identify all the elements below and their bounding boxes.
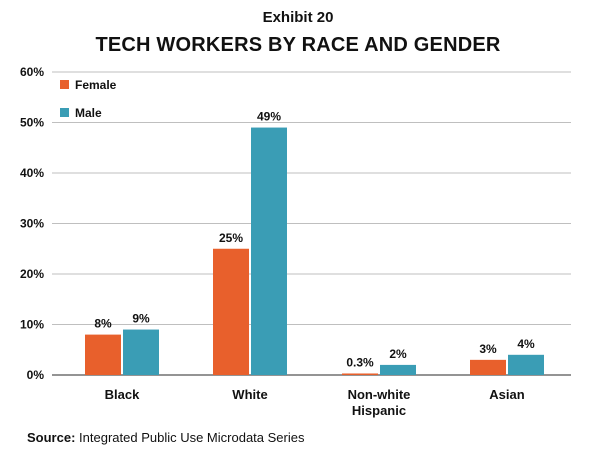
chart-title: TECH WORKERS BY RACE AND GENDER [95,34,501,56]
legend-label: Male [75,106,102,120]
bar-male [123,329,159,375]
x-tick-label: Asian [489,387,524,402]
y-tick-label: 20% [20,267,44,281]
data-label: 2% [389,347,407,361]
data-label: 25% [219,231,243,245]
bar-female [470,359,506,375]
source-label: Source: [27,430,76,445]
x-tick-label: Non-white [348,387,411,402]
data-label: 0.3% [346,355,374,369]
y-tick-label: 10% [20,318,44,332]
data-label: 8% [94,317,112,331]
bar-female [213,248,249,375]
data-label: 4% [517,337,535,351]
x-tick-label: White [232,387,267,402]
data-label: 9% [132,312,150,326]
bar-female [85,334,121,375]
bar-male [380,364,416,375]
y-tick-label: 0% [27,368,45,382]
y-tick-label: 30% [20,217,44,231]
legend-swatch-female [60,80,69,89]
exhibit-label: Exhibit 20 [262,9,334,26]
legend-label: Female [75,78,117,92]
y-tick-label: 40% [20,166,44,180]
bar-female [342,373,378,375]
source-note: Source: Integrated Public Use Microdata … [27,430,304,445]
bar-male [508,354,544,375]
y-tick-label: 50% [20,116,44,130]
x-tick-label: Hispanic [352,403,406,418]
y-tick-label: 60% [20,65,44,79]
data-label: 3% [479,342,497,356]
bar-male [251,127,287,375]
bar-chart: 0% 10% 20% 30% 40% 50% 60% 8% 9% Black 25% 49% White… [20,65,571,418]
legend-swatch-male [60,108,69,117]
data-label: 49% [257,110,281,124]
source-text: Integrated Public Use Microdata Series [79,430,305,445]
x-tick-label: Black [105,387,140,402]
